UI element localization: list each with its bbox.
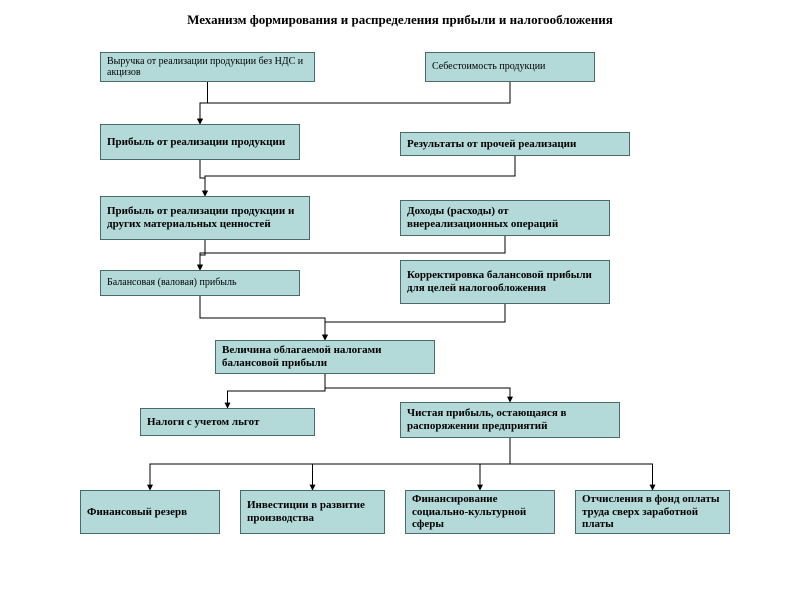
node-n7: Балансовая (валовая) прибыль <box>100 270 300 296</box>
edge-n11-n13 <box>313 438 511 490</box>
node-label: Налоги с учетом льгот <box>147 416 259 429</box>
node-label: Результаты от прочей реализации <box>407 138 576 151</box>
node-label: Балансовая (валовая) прибыль <box>107 277 237 289</box>
node-n10: Налоги с учетом льгот <box>140 408 315 436</box>
edge-n3-n5 <box>200 160 205 196</box>
node-label: Чистая прибыль, остающаяся в распоряжени… <box>407 407 613 432</box>
node-n11: Чистая прибыль, остающаяся в распоряжени… <box>400 402 620 438</box>
node-label: Доходы (расходы) от внереализационных оп… <box>407 205 603 230</box>
edge-n8-n9 <box>325 304 505 340</box>
node-n2: Себестоимость продукции <box>425 52 595 82</box>
node-n1: Выручка от реализации продукции без НДС … <box>100 52 315 82</box>
edge-n4-n5 <box>205 156 515 196</box>
node-label: Корректировка балансовой прибыли для цел… <box>407 269 603 294</box>
node-label: Величина облагаемой налогами балансовой … <box>222 344 428 369</box>
edge-n1-n3 <box>200 82 208 124</box>
node-label: Себестоимость продукции <box>432 61 545 73</box>
node-label: Выручка от реализации продукции без НДС … <box>107 56 308 79</box>
edge-n9-n11 <box>325 374 510 402</box>
edge-n11-n12 <box>150 438 510 490</box>
node-label: Прибыль от реализации продукции и других… <box>107 205 303 230</box>
edge-n7-n9 <box>200 296 325 340</box>
node-label: Инвестиции в развитие производства <box>247 499 378 524</box>
node-label: Отчисления в фонд оплаты труда сверх зар… <box>582 493 723 531</box>
diagram-title: Механизм формирования и распределения пр… <box>0 12 800 28</box>
node-n8: Корректировка балансовой прибыли для цел… <box>400 260 610 304</box>
edge-n5-n7 <box>200 240 205 270</box>
node-n12: Финансовый резерв <box>80 490 220 534</box>
node-label: Финансирование социально-культурной сфер… <box>412 493 548 531</box>
node-n5: Прибыль от реализации продукции и других… <box>100 196 310 240</box>
node-n6: Доходы (расходы) от внереализационных оп… <box>400 200 610 236</box>
edge-n11-n15 <box>510 438 653 490</box>
node-n13: Инвестиции в развитие производства <box>240 490 385 534</box>
edge-n9-n10 <box>228 374 326 408</box>
node-label: Прибыль от реализации продукции <box>107 136 285 149</box>
node-label: Финансовый резерв <box>87 506 187 519</box>
node-n4: Результаты от прочей реализации <box>400 132 630 156</box>
node-n15: Отчисления в фонд оплаты труда сверх зар… <box>575 490 730 534</box>
edge-n11-n14 <box>480 438 510 490</box>
node-n3: Прибыль от реализации продукции <box>100 124 300 160</box>
node-n9: Величина облагаемой налогами балансовой … <box>215 340 435 374</box>
edge-n2-n3 <box>200 82 510 124</box>
node-n14: Финансирование социально-культурной сфер… <box>405 490 555 534</box>
